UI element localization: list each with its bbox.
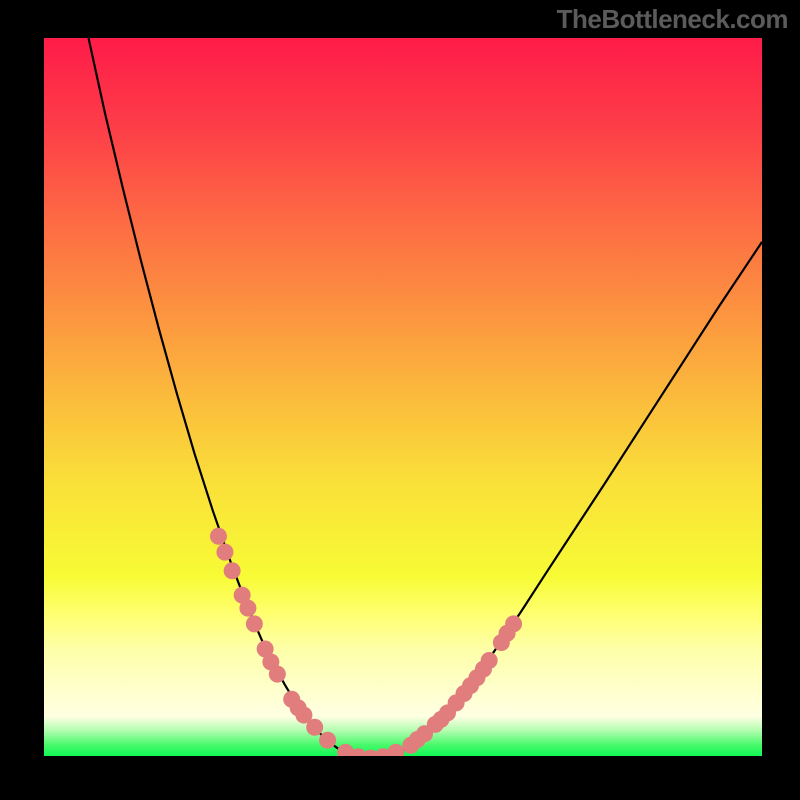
data-marker: [239, 600, 256, 617]
data-marker: [319, 732, 336, 749]
data-marker: [246, 615, 263, 632]
data-marker: [505, 615, 522, 632]
bottleneck-curve: [89, 38, 762, 756]
marker-group: [210, 528, 522, 756]
data-marker: [481, 652, 498, 669]
data-marker: [269, 666, 286, 683]
data-marker: [210, 528, 227, 545]
chart-svg: [44, 38, 762, 756]
data-marker: [306, 719, 323, 736]
watermark-text: TheBottleneck.com: [557, 4, 788, 35]
chart-plot-area: [44, 38, 762, 756]
data-marker: [216, 544, 233, 561]
data-marker: [387, 744, 404, 756]
data-marker: [224, 562, 241, 579]
